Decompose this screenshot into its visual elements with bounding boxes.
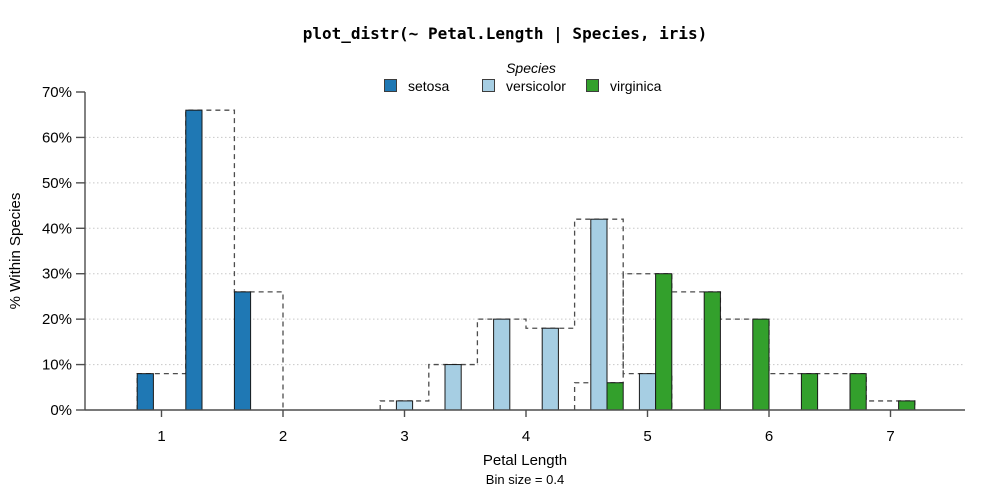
versicolor-outline [379, 218, 673, 410]
x-axis-title: Petal Length [482, 452, 568, 469]
x-tick-label: 7 [886, 428, 894, 445]
x-tick-label: 5 [643, 428, 651, 445]
y-tick-label: 10% [42, 357, 72, 374]
y-tick-label: 60% [42, 129, 72, 146]
y-tick-label: 30% [42, 266, 72, 283]
virginica-swatch-icon [586, 79, 599, 92]
legend-item-setosa: setosa [384, 77, 450, 94]
y-axis-title: % Within Species [7, 193, 24, 310]
setosa-bar [185, 109, 203, 411]
legend-item-label: versicolor [506, 77, 566, 94]
legend-title: Species [506, 60, 556, 76]
versicolor-bar [638, 373, 657, 411]
y-tick-label: 0% [50, 402, 72, 419]
virginica-bar [898, 400, 916, 411]
versicolor-bar [541, 327, 559, 411]
versicolor-bar [395, 400, 414, 411]
setosa-bar [233, 291, 252, 411]
virginica-bar [703, 291, 721, 411]
versicolor-bar [493, 318, 511, 411]
legend-item-label: virginica [610, 77, 662, 94]
legend-item-virginica: virginica [586, 77, 662, 94]
y-tick-label: 50% [42, 175, 72, 192]
x-tick-label: 3 [400, 428, 408, 445]
y-tick-label: 20% [42, 311, 72, 328]
virginica-bar [849, 373, 867, 411]
x-tick-label: 1 [157, 428, 165, 445]
y-tick-label: 70% [42, 84, 72, 101]
virginica-bar [655, 273, 673, 411]
virginica-bar [606, 382, 624, 411]
versicolor-bar [590, 218, 608, 411]
x-tick-label: 2 [279, 428, 287, 445]
setosa-bar [136, 373, 154, 411]
x-tick-label: 4 [522, 428, 530, 445]
y-tick-label: 40% [42, 220, 72, 237]
x-tick-label: 6 [765, 428, 773, 445]
setosa-outline [136, 109, 284, 410]
versicolor-bar [444, 364, 462, 411]
versicolor-swatch-icon [482, 79, 495, 92]
x-axis-subtitle: Bin size = 0.4 [485, 472, 565, 487]
setosa-swatch-icon [384, 79, 397, 92]
virginica-bar [752, 318, 770, 411]
legend-item-versicolor: versicolor [482, 77, 566, 94]
chart-title: plot_distr(~ Petal.Length | Species, iri… [302, 24, 708, 43]
virginica-bar [800, 373, 819, 411]
legend-item-label: setosa [408, 77, 450, 94]
